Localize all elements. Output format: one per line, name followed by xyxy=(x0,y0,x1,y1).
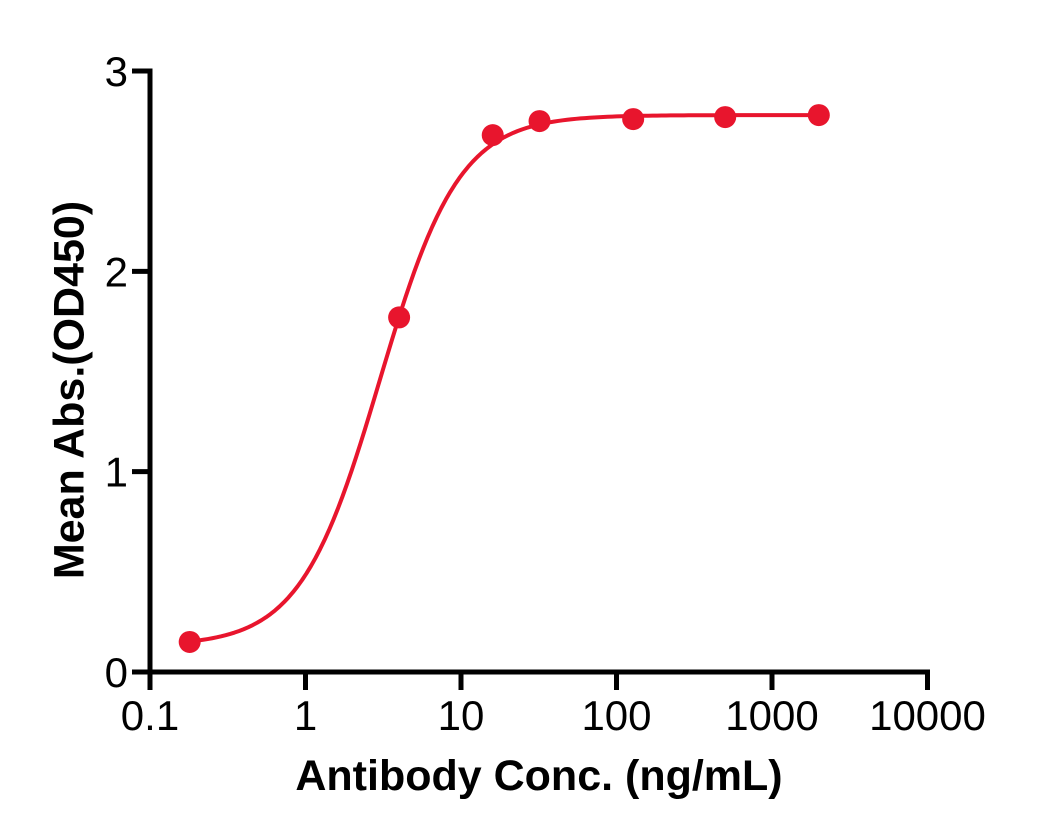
y-tick-label: 1 xyxy=(105,449,128,496)
data-point xyxy=(481,124,504,147)
y-tick-label: 2 xyxy=(105,248,128,295)
y-axis-title: Mean Abs.(OD450) xyxy=(45,200,94,580)
fit-curve-group xyxy=(187,113,821,644)
data-point xyxy=(388,306,411,329)
data-points-group xyxy=(178,104,830,653)
x-tick-label: 1000 xyxy=(725,692,818,739)
x-tick-label: 10 xyxy=(438,692,485,739)
x-tick-label: 100 xyxy=(581,692,651,739)
x-tick-label: 0.1 xyxy=(121,692,179,739)
x-tick-label: 10000 xyxy=(869,692,986,739)
data-point xyxy=(528,110,551,133)
data-point xyxy=(807,104,830,127)
x-axis-title: Antibody Conc. (ng/mL) xyxy=(295,752,783,800)
data-point xyxy=(714,106,737,129)
y-tick-label: 3 xyxy=(105,48,128,95)
data-point xyxy=(178,630,201,653)
y-tick-label: 0 xyxy=(105,649,128,696)
axes-group xyxy=(147,68,930,675)
data-point xyxy=(622,108,645,131)
fit-curve xyxy=(187,113,821,644)
x-tick-label: 1 xyxy=(294,692,317,739)
tick-group xyxy=(132,68,930,690)
tick-label-group: 0 1 2 3 0.1 1 10 100 1000 10000 xyxy=(105,48,986,739)
